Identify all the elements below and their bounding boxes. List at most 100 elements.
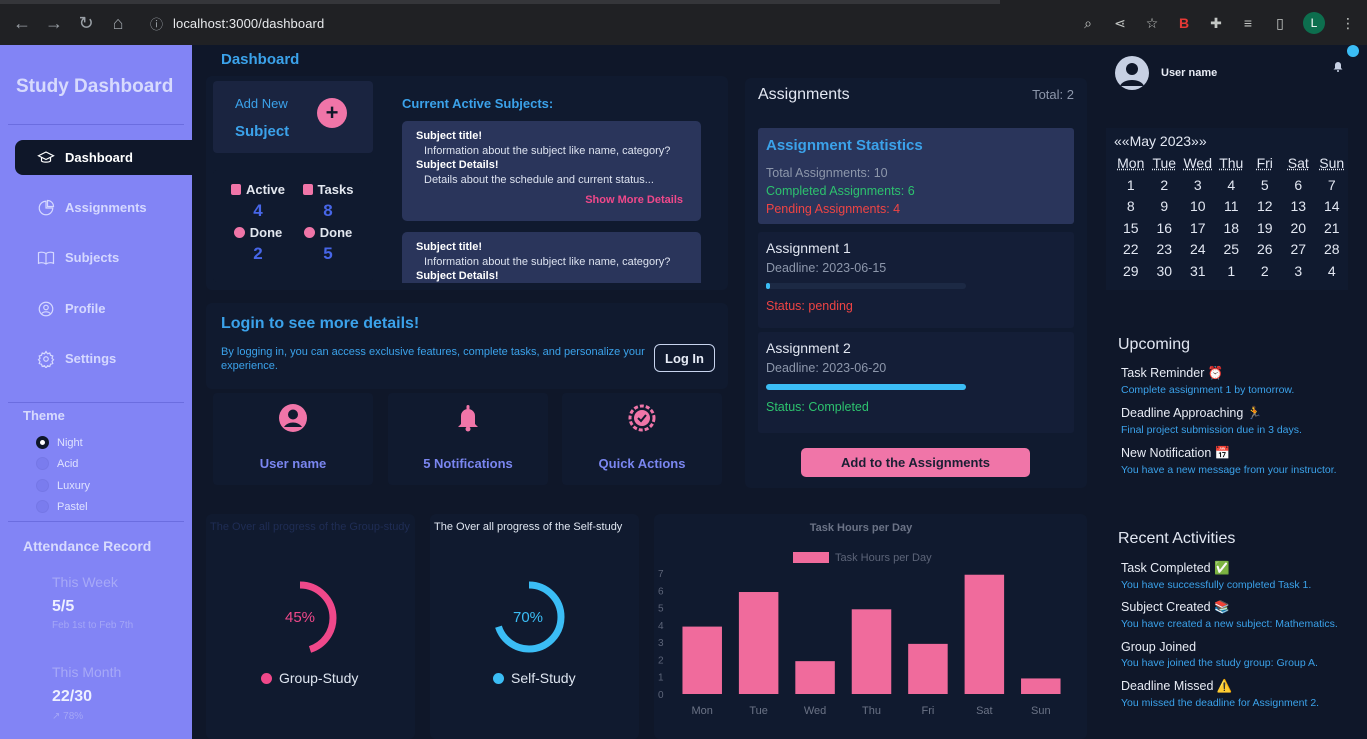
assignment-progress-bar — [766, 283, 966, 289]
avatar[interactable] — [1115, 56, 1149, 90]
login-button[interactable]: Log In — [654, 344, 715, 372]
calendar-date[interactable]: 17 — [1181, 220, 1215, 238]
calendar-date[interactable]: 23 — [1148, 241, 1182, 259]
extension-b-icon[interactable]: B — [1175, 14, 1193, 32]
share-icon[interactable]: ⋖ — [1111, 14, 1129, 32]
user-name: User name — [1161, 67, 1217, 79]
calendar-date[interactable]: 11 — [1215, 198, 1249, 216]
forward-icon[interactable]: → — [38, 7, 70, 39]
calendar-header[interactable]: ««May 2023»» — [1114, 133, 1207, 149]
activity-desc: You have successfully completed Task 1. — [1121, 579, 1311, 591]
sidebar-item-profile[interactable]: Profile — [15, 291, 192, 326]
attendance-month-value: 22/30 — [52, 688, 92, 706]
menu-kebab-icon[interactable]: ⋮ — [1339, 14, 1357, 32]
show-more-details-link[interactable]: Show More Details — [585, 193, 683, 208]
calendar-date[interactable]: 2 — [1148, 177, 1182, 195]
theme-option-night[interactable]: Night — [36, 436, 83, 449]
calendar-day-name: Thu — [1215, 155, 1249, 173]
calendar-date[interactable]: 31 — [1181, 263, 1215, 281]
divider — [8, 124, 184, 125]
extensions-puzzle-icon[interactable]: ✚ — [1207, 14, 1225, 32]
profile-avatar[interactable]: L — [1303, 12, 1325, 34]
activity-desc: You have joined the study group: Group A… — [1121, 657, 1318, 669]
calendar-date[interactable]: 3 — [1282, 263, 1316, 281]
add-assignment-button[interactable]: Add to the Assignments — [801, 448, 1030, 477]
pending-assignments: Pending Assignments: 4 — [766, 202, 900, 216]
divider — [8, 521, 184, 522]
theme-label: Acid — [57, 458, 78, 470]
media-queue-icon[interactable]: ≡ — [1239, 14, 1257, 32]
stat-value: 8 — [293, 201, 363, 221]
calendar-date[interactable]: 26 — [1248, 241, 1282, 259]
calendar-date[interactable]: 19 — [1248, 220, 1282, 238]
calendar-date[interactable]: 10 — [1181, 198, 1215, 216]
assignment-item[interactable]: Assignment 1 Deadline: 2023-06-15 Status… — [758, 232, 1074, 328]
calendar-grid: Mon Tue Wed Thu Fri Sat Sun 1 2 3 4 5 6 7 8 9 10 11 12 13 14… — [1114, 155, 1349, 280]
sidebar-item-assignments[interactable]: Assignments — [15, 190, 192, 225]
group-progress-percent: 45% — [260, 609, 340, 626]
calendar-date[interactable]: 12 — [1248, 198, 1282, 216]
calendar-date[interactable]: 4 — [1215, 177, 1249, 195]
calendar-date[interactable]: 2 — [1248, 263, 1282, 281]
calendar-date[interactable]: 28 — [1315, 241, 1349, 259]
radio-button[interactable] — [36, 479, 49, 492]
calendar-date[interactable]: 30 — [1148, 263, 1182, 281]
calendar-date[interactable]: 1 — [1215, 263, 1249, 281]
upcoming-item-title: Task Reminder ⏰ — [1121, 366, 1223, 381]
radio-button[interactable] — [36, 436, 49, 449]
calendar-date[interactable]: 22 — [1114, 241, 1148, 259]
address-bar[interactable]: ⓘ localhost:3000/dashboard — [140, 8, 1000, 38]
calendar-date[interactable]: 15 — [1114, 220, 1148, 238]
calendar-date[interactable]: 20 — [1282, 220, 1316, 238]
calendar-date[interactable]: 13 — [1282, 198, 1316, 216]
calendar-date[interactable]: 16 — [1148, 220, 1182, 238]
x-tick-label: Thu — [862, 705, 881, 717]
calendar-date[interactable]: 7 — [1315, 177, 1349, 195]
stat-active: Active 4 — [223, 182, 293, 221]
calendar-date[interactable]: 8 — [1114, 198, 1148, 216]
sidebar-item-dashboard[interactable]: Dashboard — [15, 140, 192, 175]
calendar-date[interactable]: 14 — [1315, 198, 1349, 216]
calendar-date[interactable]: 27 — [1282, 241, 1316, 259]
side-panel-icon[interactable]: ▯ — [1271, 14, 1289, 32]
bar — [965, 575, 1005, 694]
radio-button[interactable] — [36, 500, 49, 513]
calendar-date[interactable]: 18 — [1215, 220, 1249, 238]
site-info-icon[interactable]: ⓘ — [150, 14, 163, 33]
bookmark-star-icon[interactable]: ☆ — [1143, 14, 1161, 32]
calendar-date[interactable]: 9 — [1148, 198, 1182, 216]
theme-option-acid[interactable]: Acid — [36, 457, 78, 470]
add-subject-button[interactable]: + — [317, 98, 347, 128]
bell-icon[interactable] — [1332, 59, 1344, 72]
calendar-date[interactable]: 6 — [1282, 177, 1316, 195]
calendar-date[interactable]: 21 — [1315, 220, 1349, 238]
assignment-item[interactable]: Assignment 2 Deadline: 2023-06-20 Status… — [758, 332, 1074, 433]
calendar-date[interactable]: 4 — [1315, 263, 1349, 281]
attendance-month-label: This Month — [52, 664, 121, 680]
calendar-date[interactable]: 24 — [1181, 241, 1215, 259]
calendar-date[interactable]: 29 — [1114, 263, 1148, 281]
calendar-day-name: Fri — [1248, 155, 1282, 173]
divider — [8, 402, 184, 403]
calendar-date[interactable]: 25 — [1215, 241, 1249, 259]
sidebar-item-subjects[interactable]: Subjects — [15, 240, 192, 275]
theme-option-luxury[interactable]: Luxury — [36, 479, 90, 492]
theme-option-pastel[interactable]: Pastel — [36, 500, 88, 513]
radio-button[interactable] — [36, 457, 49, 470]
reload-icon[interactable]: ↻ — [70, 7, 102, 39]
calendar-date[interactable]: 3 — [1181, 177, 1215, 195]
calendar-date[interactable]: 5 — [1248, 177, 1282, 195]
zoom-icon[interactable]: ⌕ — [1079, 14, 1097, 32]
back-icon[interactable]: ← — [6, 7, 38, 39]
notifications-card[interactable]: 5 Notifications — [388, 393, 548, 485]
bell-icon — [453, 403, 483, 433]
y-tick-label: 5 — [658, 604, 664, 615]
user-card[interactable]: User name — [213, 393, 373, 485]
subject-title-label: Subject title! — [416, 241, 482, 253]
calendar-date[interactable]: 1 — [1114, 177, 1148, 195]
sidebar-item-settings[interactable]: Settings — [15, 341, 192, 376]
active-tab[interactable] — [1000, 0, 1367, 4]
home-icon[interactable]: ⌂ — [102, 7, 134, 39]
user-name-label: User name — [213, 456, 373, 471]
quick-actions-card[interactable]: Quick Actions — [562, 393, 722, 485]
